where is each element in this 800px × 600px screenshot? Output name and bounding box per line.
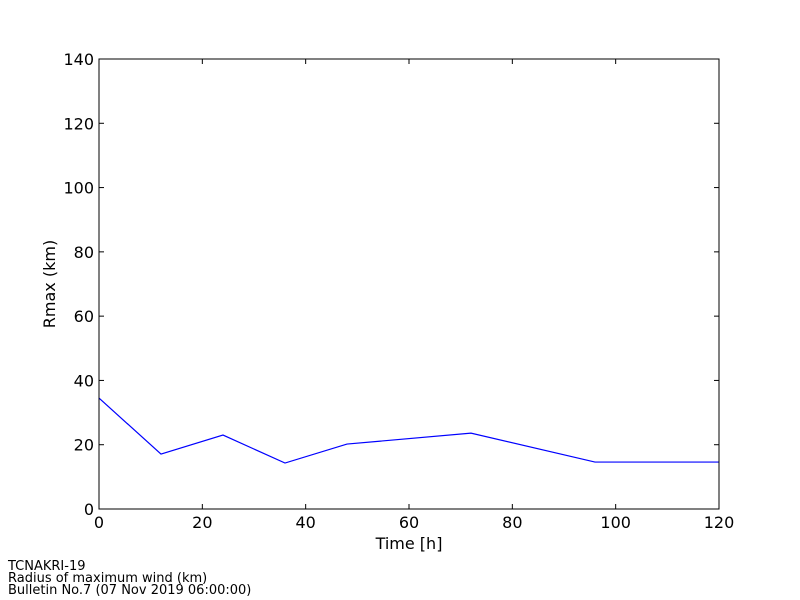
x-tick-label: 120 — [704, 513, 735, 532]
y-tick-label: 40 — [74, 371, 94, 390]
footer-line: Bulletin No.7 (07 Nov 2019 06:00:00) — [8, 583, 251, 598]
footer-line: TCNAKRI-19 — [7, 559, 86, 574]
y-tick-label: 20 — [74, 436, 94, 455]
y-tick-label: 0 — [84, 500, 94, 519]
x-tick-label: 60 — [399, 513, 419, 532]
x-tick-label: 40 — [295, 513, 315, 532]
x-tick-label: 100 — [600, 513, 631, 532]
x-axis-label: Time [h] — [375, 534, 443, 553]
y-tick-label: 140 — [63, 50, 94, 69]
x-tick-label: 80 — [502, 513, 522, 532]
plot-frame — [98, 58, 720, 510]
y-tick-label: 80 — [74, 243, 94, 262]
footer-line: Radius of maximum wind (km) — [8, 571, 207, 586]
y-axis-label: Rmax (km) — [40, 240, 59, 328]
y-tick-label: 120 — [63, 114, 94, 133]
data-line — [98, 397, 719, 464]
x-tick-label: 0 — [94, 513, 104, 532]
y-tick-label: 60 — [74, 307, 94, 326]
x-tick-label: 20 — [192, 513, 212, 532]
y-tick-label: 100 — [63, 179, 94, 198]
